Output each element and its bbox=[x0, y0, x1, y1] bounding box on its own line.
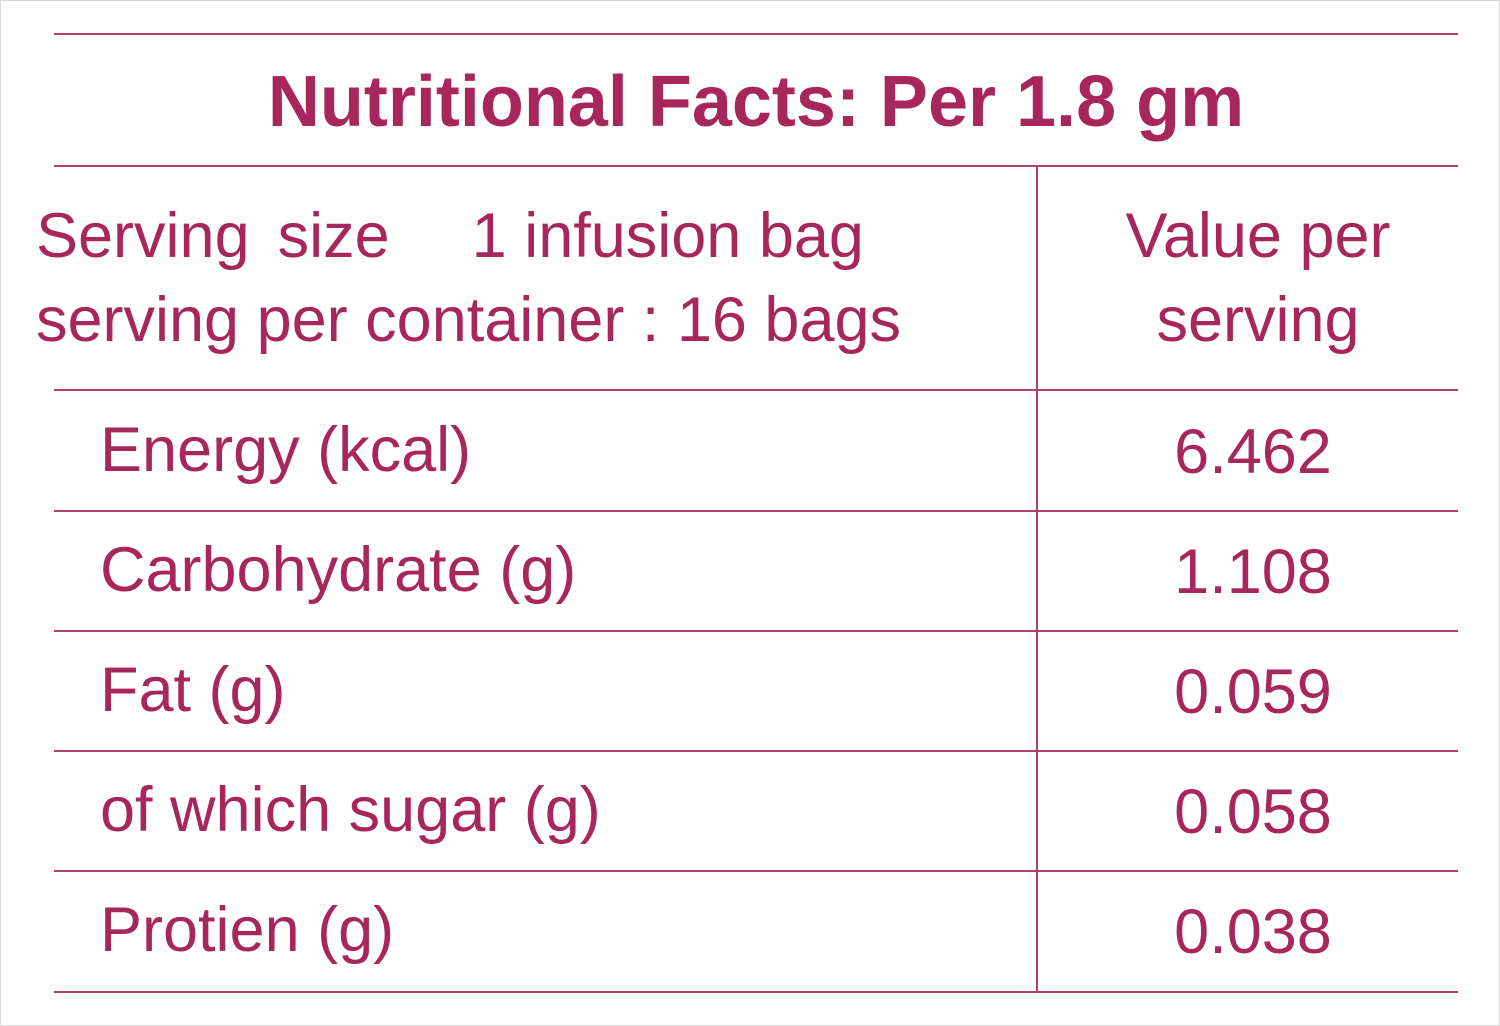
rule-row-1 bbox=[54, 510, 1458, 512]
serving-size-label: Serving bbox=[36, 201, 250, 271]
rule-row-2 bbox=[54, 630, 1458, 632]
value-protein: 0.038 bbox=[1174, 897, 1332, 967]
rule-row-4 bbox=[54, 870, 1458, 872]
nutrient-sugar: of which sugar (g) bbox=[100, 775, 601, 845]
serving-info: Serving size 1 infusion bag serving per co… bbox=[36, 194, 901, 362]
rule-under-title bbox=[54, 165, 1458, 167]
nutrient-energy: Energy (kcal) bbox=[100, 415, 472, 485]
value-fat: 0.059 bbox=[1174, 657, 1332, 727]
serving-size-line: Serving size 1 infusion bag bbox=[36, 194, 901, 278]
column-divider bbox=[1036, 166, 1038, 992]
rule-row-3 bbox=[54, 750, 1458, 752]
rule-under-header bbox=[54, 389, 1458, 391]
value-header: Value per serving bbox=[1038, 194, 1478, 362]
nutrient-carbohydrate: Carbohydrate (g) bbox=[100, 535, 577, 605]
servings-per-container: serving per container : 16 bags bbox=[36, 285, 902, 355]
value-energy: 6.462 bbox=[1174, 417, 1332, 487]
value-carbohydrate: 1.108 bbox=[1174, 537, 1332, 607]
serving-size-value: 1 infusion bag bbox=[471, 201, 864, 271]
serving-size-word: size bbox=[277, 201, 390, 271]
value-sugar: 0.058 bbox=[1174, 777, 1332, 847]
value-header-line1: Value per bbox=[1125, 201, 1391, 271]
rule-bottom bbox=[54, 991, 1458, 993]
nutrient-protein: Protien (g) bbox=[100, 895, 395, 965]
value-header-line2: serving bbox=[1156, 285, 1360, 355]
rule-top bbox=[54, 33, 1458, 35]
table-title: Nutritional Facts: Per 1.8 gm bbox=[267, 62, 1245, 142]
nutrient-fat: Fat (g) bbox=[100, 655, 286, 725]
